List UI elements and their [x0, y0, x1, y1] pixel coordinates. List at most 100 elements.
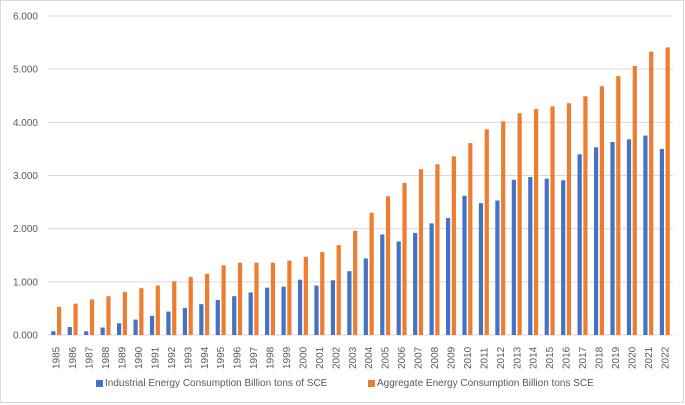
legend: Industrial Energy Consumption Billion to… — [96, 378, 594, 389]
x-tick-label: 2014 — [529, 346, 540, 369]
x-tick-label: 1986 — [68, 346, 79, 369]
bar-industrial-2002 — [330, 280, 336, 335]
bar-industrial-2011 — [478, 203, 484, 335]
bar-aggregate-2007 — [418, 169, 424, 335]
x-tick-label: 2008 — [430, 346, 441, 369]
x-tick-label: 2005 — [381, 346, 392, 369]
x-tick-label: 2012 — [496, 346, 507, 369]
y-tick-label: 6.000 — [13, 12, 38, 23]
bar-aggregate-2021 — [649, 51, 654, 336]
bar-industrial-2016 — [561, 180, 566, 335]
bar-industrial-1986 — [67, 327, 72, 335]
bar-aggregate-2004 — [369, 212, 374, 335]
bar-aggregate-1988 — [106, 296, 111, 335]
x-tick-label: 1999 — [282, 346, 293, 369]
bar-industrial-2019 — [610, 142, 615, 335]
bar-industrial-1994 — [199, 304, 204, 335]
bar-industrial-2005 — [380, 234, 385, 335]
bar-industrial-2008 — [429, 223, 434, 335]
bar-industrial-2014 — [528, 177, 533, 335]
bar-aggregate-2002 — [336, 245, 341, 335]
bar-aggregate-1995 — [221, 265, 226, 335]
bar-aggregate-1991 — [155, 285, 160, 335]
bar-industrial-1996 — [232, 296, 237, 335]
bar-industrial-2022 — [659, 148, 664, 335]
x-tick-label: 2000 — [298, 346, 309, 369]
bar-aggregate-1985 — [57, 306, 62, 335]
x-tick-label: 1989 — [118, 346, 129, 369]
bar-aggregate-2000 — [303, 256, 308, 335]
y-tick-label: 4.000 — [13, 118, 38, 129]
bar-industrial-2015 — [544, 178, 549, 335]
bar-aggregate-2003 — [353, 230, 358, 335]
x-tick-label: 2006 — [397, 346, 408, 369]
bar-industrial-1997 — [248, 292, 253, 335]
x-tick-label: 2015 — [545, 346, 556, 369]
bar-aggregate-1989 — [122, 291, 128, 335]
bar-industrial-2009 — [445, 218, 451, 335]
x-tick-label: 1991 — [150, 346, 161, 369]
x-tick-label: 2009 — [446, 346, 457, 369]
legend-swatch-industrial — [96, 380, 103, 387]
bar-industrial-2000 — [297, 279, 303, 335]
bar-industrial-2007 — [413, 232, 418, 335]
bar-aggregate-2015 — [550, 106, 555, 335]
bar-industrial-2004 — [363, 258, 368, 335]
bar-industrial-1990 — [133, 319, 138, 335]
bar-aggregate-1992 — [172, 281, 177, 335]
x-tick-label: 2004 — [364, 346, 375, 369]
bar-industrial-2001 — [314, 285, 319, 335]
bar-aggregate-2005 — [385, 196, 391, 335]
bar-industrial-1989 — [117, 323, 122, 335]
bar-aggregate-1987 — [89, 299, 95, 335]
bar-aggregate-1994 — [205, 273, 210, 335]
bar-industrial-2018 — [593, 147, 599, 335]
x-tick-label: 2017 — [578, 346, 589, 369]
bar-industrial-1992 — [166, 311, 171, 335]
x-tick-label: 2002 — [331, 346, 342, 369]
bar-aggregate-1993 — [188, 277, 193, 335]
y-tick-label: 2.000 — [13, 224, 38, 235]
x-tick-label: 2020 — [627, 346, 638, 369]
bar-industrial-1988 — [100, 327, 105, 335]
bar-industrial-2013 — [511, 179, 516, 335]
bar-aggregate-2008 — [435, 164, 440, 335]
x-tick-label: 2007 — [414, 346, 425, 369]
x-tick-label: 1985 — [52, 346, 63, 369]
x-tick-label: 1988 — [101, 346, 112, 369]
x-tick-label: 2010 — [463, 346, 474, 369]
bar-industrial-2006 — [396, 241, 401, 335]
bar-aggregate-1998 — [270, 262, 276, 335]
bar-industrial-1985 — [51, 331, 56, 335]
x-tick-label: 1990 — [134, 346, 145, 369]
bar-aggregate-2001 — [320, 252, 325, 335]
bar-aggregate-2012 — [501, 121, 506, 336]
y-tick-label: 3.000 — [13, 171, 38, 182]
bar-aggregate-2010 — [468, 143, 473, 335]
bar-industrial-2003 — [347, 271, 352, 335]
x-tick-label: 2021 — [644, 346, 655, 369]
bar-aggregate-2022 — [665, 47, 670, 336]
x-tick-label: 1994 — [200, 346, 211, 369]
x-axis-ticks: 1985 1986 1987 1988 1989 1990 1991 1992 1993 1994… — [52, 346, 672, 369]
bar-aggregate-2017 — [583, 96, 588, 335]
bar-aggregate-2013 — [517, 113, 522, 335]
bar-industrial-2012 — [495, 200, 500, 335]
bar-aggregate-1999 — [287, 260, 292, 335]
bar-industrial-2010 — [462, 195, 467, 335]
legend-swatch-aggregate — [368, 380, 375, 387]
x-tick-label: 2022 — [660, 346, 671, 369]
y-axis-ticks: 0.000 1.000 2.000 3.000 4.000 5.000 6.000 — [13, 12, 38, 342]
x-tick-label: 1992 — [167, 346, 178, 369]
y-tick-label: 0.000 — [13, 331, 38, 342]
x-tick-label: 2011 — [479, 347, 490, 369]
x-tick-label: 1995 — [216, 346, 227, 369]
x-tick-label: 2016 — [562, 346, 573, 369]
legend-label-industrial: Industrial Energy Consumption Billion to… — [105, 378, 328, 389]
x-tick-label: 1993 — [183, 346, 194, 369]
bar-industrial-2020 — [626, 139, 632, 335]
bars — [51, 47, 670, 336]
bar-industrial-1999 — [281, 286, 286, 335]
x-tick-label: 2019 — [611, 346, 622, 369]
